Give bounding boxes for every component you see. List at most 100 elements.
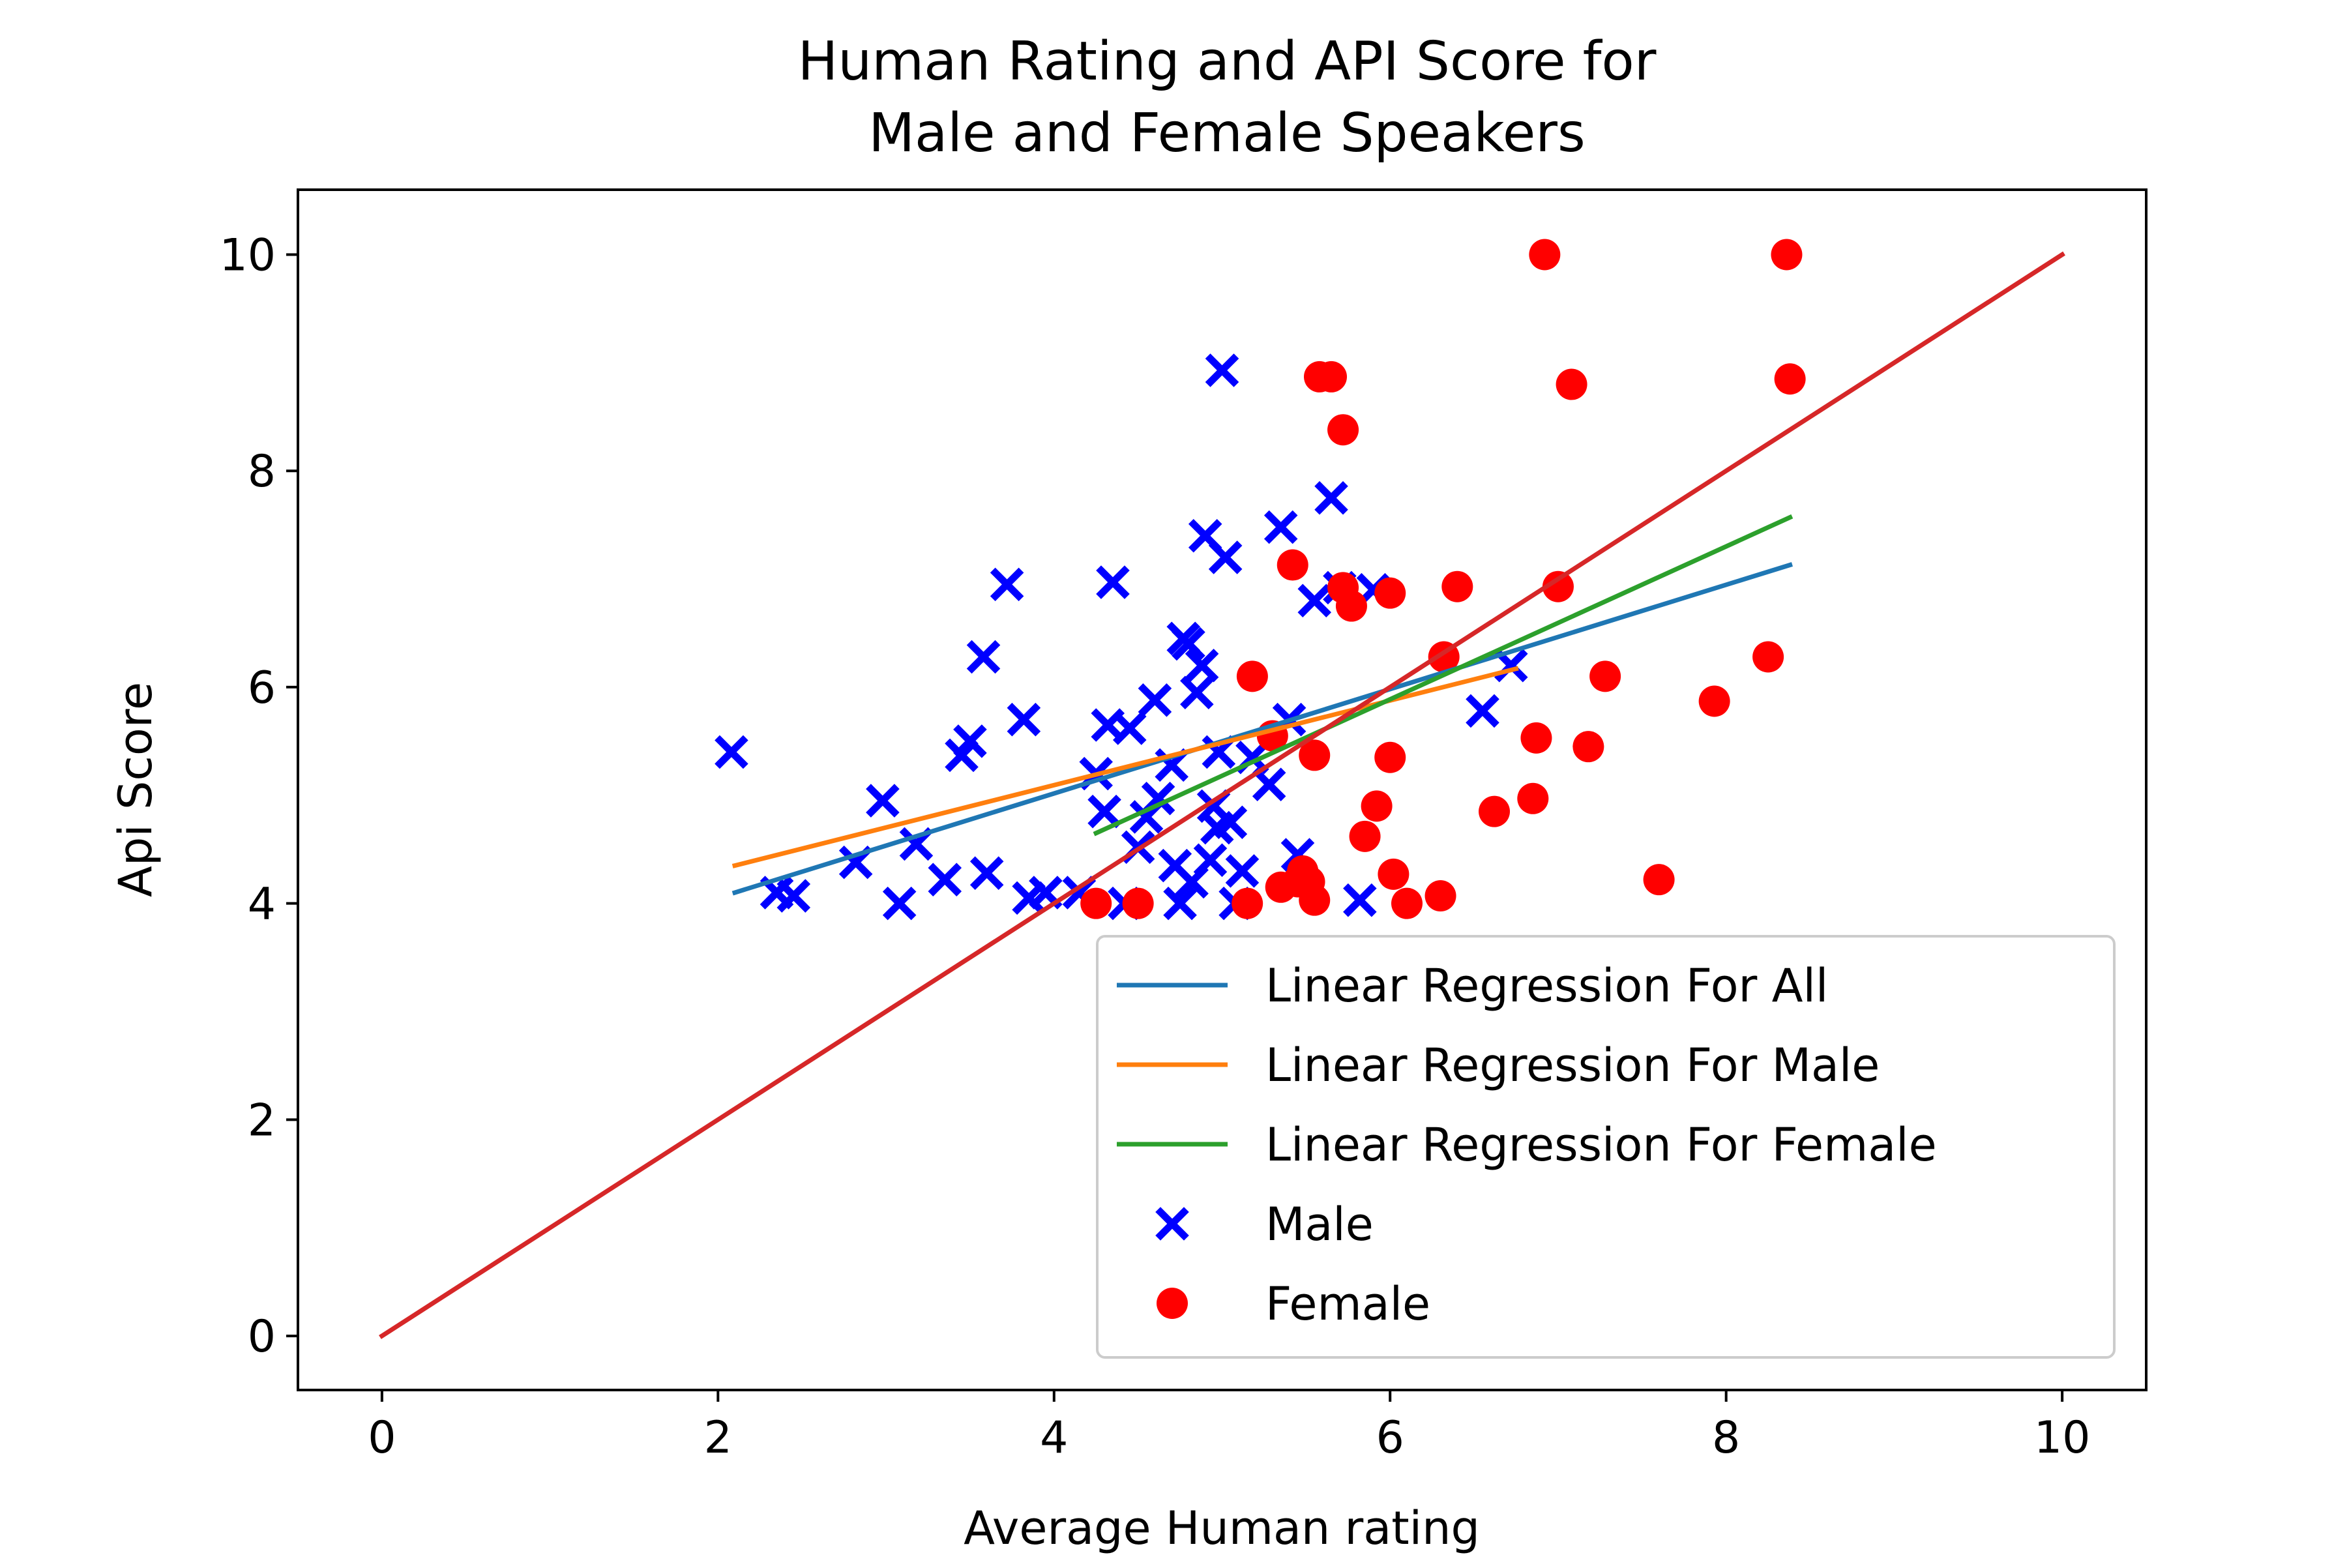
male-point [1007, 702, 1041, 737]
female-point [1479, 795, 1511, 827]
male-point [1138, 683, 1172, 717]
female-point [1316, 361, 1348, 392]
y-tick-label: 10 [219, 230, 276, 282]
male-point [1163, 886, 1197, 921]
y-tick-label: 4 [248, 879, 276, 930]
male-point [1213, 805, 1248, 840]
male-point [1096, 565, 1130, 599]
y-axis: 0 2 4 6 8 10 [219, 230, 298, 1363]
male-point [1225, 854, 1260, 888]
female-point [1698, 685, 1730, 717]
male-point [1205, 353, 1239, 387]
male-point [945, 738, 979, 773]
y-tick-label: 6 [248, 662, 276, 714]
male-point [776, 879, 811, 913]
female-point [1232, 887, 1263, 919]
female-point [1236, 660, 1268, 692]
legend-label: Female [1265, 1277, 1430, 1331]
female-point [1529, 239, 1561, 271]
female-point [1391, 887, 1423, 919]
female-point [1542, 570, 1574, 602]
legend-box [1096, 935, 2116, 1359]
female-point [1327, 414, 1359, 446]
male-point [1252, 767, 1286, 801]
y-axis-label: Api Score [109, 682, 162, 897]
x-tick-label: 6 [1376, 1412, 1404, 1464]
female-point [1520, 722, 1552, 754]
x-tick-label: 4 [1040, 1412, 1068, 1464]
male-point [1029, 876, 1063, 910]
female-point [1080, 887, 1112, 919]
male-points [715, 353, 1528, 921]
x-axis: 0 2 4 6 8 10 [368, 1390, 2090, 1464]
male-point [715, 735, 748, 769]
x-axis-label: Average Human rating [964, 1501, 1480, 1555]
x-tick-label: 8 [1712, 1412, 1740, 1464]
male-point [1180, 675, 1214, 710]
male-point [1185, 648, 1219, 683]
male-point [866, 784, 900, 818]
female-point [1517, 782, 1549, 814]
male-point [1208, 540, 1243, 574]
female-point [1349, 820, 1381, 852]
female-point [1556, 368, 1587, 400]
female-point [1643, 864, 1675, 896]
x-tick-label: 2 [704, 1412, 732, 1464]
female-point [1299, 739, 1331, 771]
legend-entry: Linear Regression For Female [1117, 1118, 1937, 1172]
female-point [1378, 858, 1410, 890]
male-point [1172, 627, 1205, 661]
male-point [1112, 711, 1147, 745]
legend-entry: Female [1157, 1277, 1430, 1331]
female-point [1424, 880, 1456, 912]
y-tick-label: 2 [248, 1095, 276, 1146]
female-points [1080, 239, 1806, 919]
male-point [966, 640, 1001, 674]
female-point [1374, 741, 1406, 773]
plot-frame [297, 188, 2148, 1391]
chart-title-line-1: Human Rating and API Score for [798, 31, 1657, 93]
female-point [1122, 887, 1154, 919]
chart-title-line-2: Male and Female Speakers [868, 102, 1585, 164]
legend-label: Linear Regression For Female [1265, 1118, 1937, 1172]
x-tick-label: 10 [2034, 1412, 2091, 1464]
legend-circle-marker [1157, 1288, 1188, 1319]
y-tick-label: 8 [248, 446, 276, 497]
male-point [1193, 843, 1228, 878]
female-point [1589, 660, 1621, 692]
legend-entry: Linear Regression For All [1117, 959, 1828, 1013]
chart-title: Human Rating and API Score for Male and … [798, 31, 1657, 164]
linear-regression-for-female [1093, 514, 1793, 836]
legend: Linear Regression For All Linear Regressi… [1096, 935, 2116, 1359]
male-point [1263, 510, 1298, 544]
female-point [1361, 790, 1393, 822]
legend-x-marker [1155, 1207, 1189, 1241]
male-point [1466, 694, 1499, 728]
male-point [969, 856, 1004, 890]
female-point [1771, 239, 1803, 271]
female-point [1299, 884, 1331, 916]
male-point [882, 886, 917, 921]
male-point [953, 724, 987, 758]
male-point [990, 567, 1024, 602]
reference-diagonal-line [379, 251, 2065, 1339]
female-point [1774, 363, 1806, 395]
legend-label: Male [1265, 1198, 1374, 1251]
linear-regression-for-all [731, 562, 1793, 896]
female-point [1374, 577, 1406, 609]
y-tick-label: 0 [248, 1311, 276, 1363]
female-point [1572, 731, 1604, 763]
male-point [1297, 584, 1332, 618]
female-point [1441, 570, 1473, 602]
legend-label: Linear Regression For Male [1265, 1039, 1880, 1092]
legend-entry: Linear Regression For Male [1117, 1039, 1880, 1092]
plot-area [379, 239, 2065, 1339]
male-point [1314, 481, 1348, 515]
male-point [1343, 883, 1377, 917]
female-point [1277, 549, 1308, 581]
legend-entry: Male [1155, 1198, 1374, 1251]
x-tick-label: 0 [368, 1412, 396, 1464]
male-point [1087, 794, 1121, 829]
